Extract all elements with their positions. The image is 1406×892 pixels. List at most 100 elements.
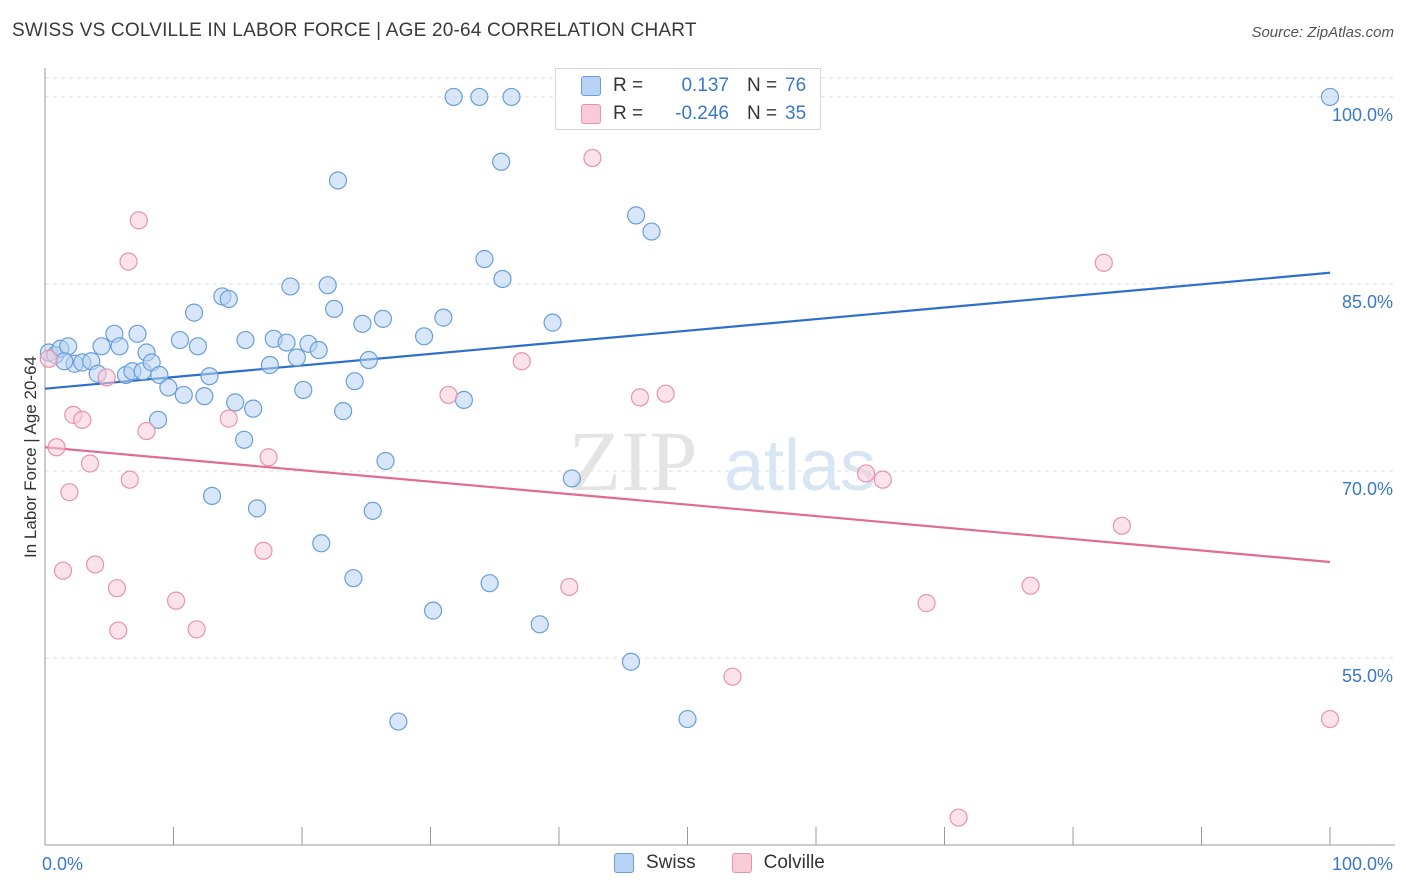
- swiss-point: [170, 330, 190, 350]
- swiss-point: [219, 289, 238, 309]
- watermark-zip: ZIP: [569, 413, 698, 509]
- trend-lines: [44, 271, 1331, 564]
- x-tick-label: 100.0%: [1332, 854, 1393, 874]
- r-value: 0.137: [681, 75, 729, 96]
- swiss-point: [150, 365, 169, 385]
- y-tick-label: 70.0%: [1342, 479, 1393, 499]
- chart-title: SWISS VS COLVILLE IN LABOR FORCE | AGE 2…: [12, 20, 697, 41]
- colville-point: [137, 421, 156, 441]
- swiss-point: [202, 486, 222, 506]
- r-label: R =: [613, 75, 644, 96]
- swiss-point: [530, 615, 549, 634]
- colville-point: [109, 621, 128, 640]
- data-points: [39, 87, 1340, 827]
- swiss-legend-label: Swiss: [646, 852, 696, 873]
- swiss-point: [470, 87, 489, 107]
- watermark-atlas: atlas: [724, 426, 876, 506]
- colville-point: [873, 470, 892, 489]
- swiss-point: [294, 380, 313, 400]
- y-tick-label: 55.0%: [1342, 666, 1393, 686]
- swiss-point: [188, 337, 208, 356]
- r-value: -0.246: [675, 103, 729, 124]
- colville-point: [723, 667, 742, 686]
- y-tick-label: 100.0%: [1332, 105, 1393, 125]
- colville-point: [1320, 709, 1340, 729]
- series-legend: Swiss Colville: [614, 852, 825, 874]
- swiss-point: [492, 152, 511, 171]
- correlation-legend: R = 0.137 N = 76 R = -0.246 N = 35: [555, 68, 821, 130]
- swiss-point: [128, 324, 147, 343]
- swiss-point: [159, 378, 178, 397]
- swiss-point: [444, 87, 463, 107]
- swiss-trend-line: [44, 271, 1331, 390]
- swiss-point: [454, 390, 474, 410]
- colville-legend-label: Colville: [763, 852, 825, 873]
- swiss-point: [359, 350, 378, 370]
- swiss-point: [184, 303, 204, 322]
- colville-point: [120, 470, 139, 489]
- swiss-point: [353, 314, 372, 333]
- swiss-point: [174, 385, 193, 405]
- swiss-point: [376, 451, 395, 471]
- x-tick-label: 0.0%: [42, 854, 83, 874]
- colville-point: [1021, 576, 1040, 595]
- swiss-point: [345, 372, 364, 391]
- swiss-point: [92, 337, 111, 356]
- swiss-point: [260, 355, 279, 375]
- swiss-point: [434, 308, 453, 327]
- colville-swatch: [581, 104, 601, 124]
- legend-row-colville: R = -0.246 N = 35: [581, 100, 806, 128]
- colville-point: [512, 352, 531, 371]
- colville-point: [656, 384, 675, 403]
- swiss-point: [562, 469, 581, 488]
- colville-point: [1112, 516, 1131, 535]
- y-tick-label: 85.0%: [1342, 292, 1393, 312]
- colville-point: [949, 808, 968, 827]
- colville-point: [187, 620, 206, 639]
- swiss-point: [226, 393, 245, 412]
- swiss-point: [148, 410, 168, 429]
- colville-point: [560, 577, 579, 597]
- swiss-point: [55, 352, 74, 371]
- n-value: 35: [785, 103, 807, 124]
- colville-trend-line: [44, 446, 1331, 564]
- colville-point: [129, 211, 148, 230]
- swiss-point: [642, 222, 661, 241]
- swiss-point: [110, 337, 129, 356]
- swiss-point: [244, 399, 263, 418]
- swiss-point: [325, 299, 344, 318]
- swiss-point: [318, 276, 337, 295]
- swiss-point: [475, 249, 494, 269]
- tick-labels: 55.0% 70.0% 85.0% 100.0% 0.0% 100.0%: [42, 105, 1393, 874]
- swiss-point: [621, 652, 641, 671]
- swiss-point: [493, 269, 512, 289]
- colville-point: [53, 561, 73, 580]
- colville-legend-swatch: [731, 853, 752, 873]
- swiss-point: [247, 499, 267, 518]
- legend-row-swiss: R = 0.137 N = 76: [581, 72, 806, 100]
- colville-point: [39, 349, 58, 368]
- swiss-point: [678, 709, 697, 729]
- colville-point: [60, 483, 79, 502]
- swiss-point: [543, 313, 562, 332]
- swiss-point: [195, 387, 214, 406]
- swiss-point: [626, 206, 646, 225]
- colville-point: [917, 594, 936, 613]
- swiss-point: [287, 348, 306, 367]
- colville-point: [166, 591, 186, 610]
- swiss-point: [363, 501, 382, 520]
- swiss-swatch: [581, 76, 601, 96]
- swiss-point: [423, 601, 443, 620]
- colville-point: [86, 555, 105, 574]
- swiss-point: [309, 340, 328, 360]
- colville-point: [107, 579, 127, 598]
- swiss-point: [281, 277, 300, 296]
- swiss-point: [373, 309, 393, 328]
- swiss-point: [59, 337, 78, 356]
- colville-point: [47, 438, 66, 457]
- colville-point: [254, 541, 273, 560]
- colville-point: [73, 410, 92, 429]
- swiss-point: [236, 330, 255, 350]
- colville-point: [80, 454, 100, 473]
